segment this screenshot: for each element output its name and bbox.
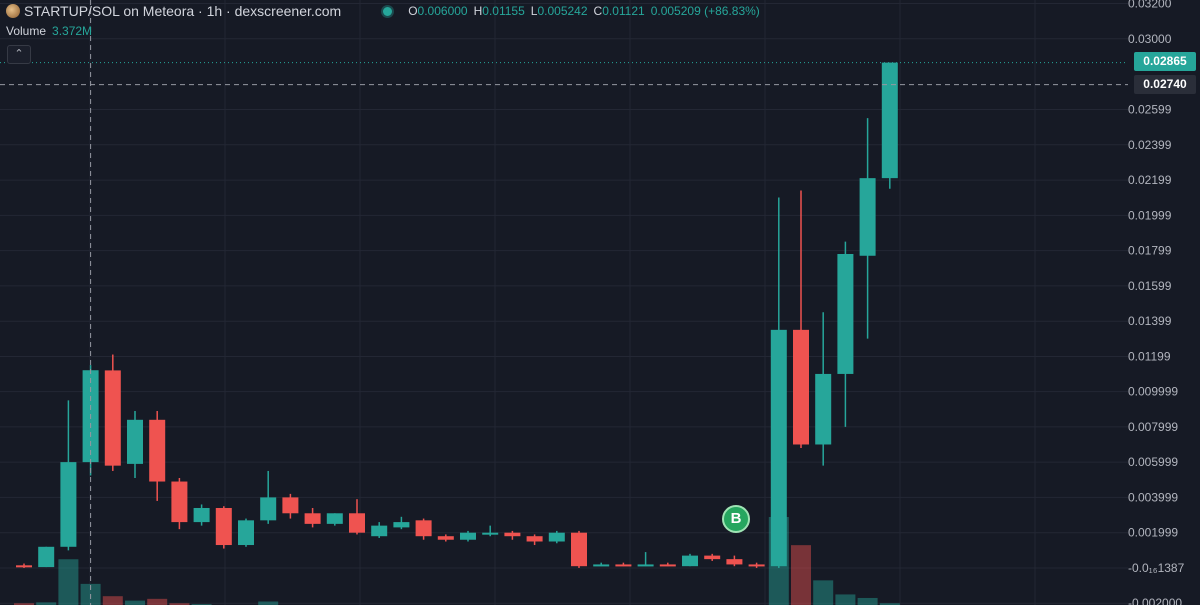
volume-bar bbox=[857, 597, 878, 605]
candle-body bbox=[38, 546, 55, 568]
crosshair-price-tag: 0.02740 bbox=[1134, 75, 1196, 94]
price-tick-label: 0.02399 bbox=[1128, 138, 1172, 152]
candle-body bbox=[371, 525, 388, 537]
price-tick-label: 0.02199 bbox=[1128, 173, 1172, 187]
volume-bar bbox=[14, 603, 34, 605]
price-tick-label: 0.03200 bbox=[1128, 0, 1172, 11]
volume-bar bbox=[147, 598, 168, 605]
candle-body bbox=[770, 329, 787, 567]
ohlc-values: O0.006000 H0.01155 L0.005242 C0.01121 0.… bbox=[408, 4, 760, 18]
token-icon bbox=[6, 4, 20, 18]
candle-body bbox=[304, 513, 321, 524]
chevron-up-icon: ⌃ bbox=[14, 48, 24, 60]
price-axis: 0.03200 0.03000 0.02599 0.02399 0.02199 0.019… bbox=[1128, 0, 1185, 605]
buy-marker[interactable]: B bbox=[722, 505, 750, 533]
candle-body bbox=[349, 513, 365, 533]
close-value: 0.01121 bbox=[602, 4, 645, 18]
candle-body bbox=[837, 253, 854, 374]
open-key: O bbox=[408, 4, 418, 18]
candle-body bbox=[526, 536, 543, 542]
collapse-legend-button[interactable]: ⌃ bbox=[7, 45, 31, 64]
volume-bar bbox=[169, 603, 190, 605]
price-tick-label: -0.0₁₆1387 bbox=[1128, 561, 1185, 575]
candle-body bbox=[748, 564, 765, 567]
open-value: 0.006000 bbox=[417, 4, 468, 18]
candle-body bbox=[726, 559, 743, 565]
volume-legend: Volume 3.372M bbox=[6, 22, 92, 40]
candle-body bbox=[815, 373, 832, 445]
candle-body bbox=[704, 555, 721, 560]
candle-body bbox=[482, 532, 499, 535]
last-price-tag: 0.02865 bbox=[1134, 52, 1196, 71]
volume-bar bbox=[102, 596, 123, 605]
chart-legend: STARTUP/SOL on Meteora · 1h · dexscreene… bbox=[6, 1, 760, 21]
price-tick-label: 0.02599 bbox=[1128, 103, 1172, 117]
candle-body bbox=[437, 536, 454, 540]
candle-body bbox=[127, 419, 143, 464]
candle-body bbox=[659, 564, 676, 567]
price-tick-label: 0.005999 bbox=[1128, 455, 1178, 469]
low-key: L bbox=[530, 4, 538, 18]
candle-body bbox=[193, 507, 210, 523]
volume-bar bbox=[258, 601, 279, 605]
close-key: C bbox=[593, 4, 603, 18]
candle-body bbox=[859, 178, 876, 256]
volume-bar bbox=[879, 603, 900, 605]
candle-body bbox=[260, 497, 277, 521]
candle-body bbox=[637, 564, 654, 567]
candle-body bbox=[16, 565, 32, 568]
crosshair bbox=[0, 0, 1128, 605]
live-status-dot bbox=[383, 6, 393, 16]
price-tick-label: 0.009999 bbox=[1128, 385, 1178, 399]
candle-body bbox=[149, 419, 166, 482]
price-tick-label: 0.01399 bbox=[1128, 314, 1172, 328]
price-tick-label: 0.007999 bbox=[1128, 420, 1178, 434]
volume-bar bbox=[813, 580, 834, 605]
candle-body bbox=[104, 370, 121, 466]
volume-label: Volume bbox=[6, 24, 47, 38]
candle-body bbox=[326, 513, 343, 524]
volume-bar bbox=[125, 600, 145, 605]
price-tick-label: 0.001999 bbox=[1128, 526, 1178, 540]
candle-body bbox=[460, 532, 476, 540]
candle-body bbox=[171, 481, 188, 523]
volume-bar bbox=[835, 594, 856, 605]
grid-lines bbox=[0, 0, 1128, 605]
candle-body bbox=[393, 522, 410, 528]
price-tick-label: 0.01799 bbox=[1128, 244, 1172, 258]
candle-body bbox=[793, 329, 809, 445]
candle-body bbox=[415, 520, 432, 537]
low-value: 0.005242 bbox=[537, 4, 588, 18]
price-tick-label: 0.01199 bbox=[1128, 349, 1171, 363]
candle-body bbox=[881, 62, 898, 179]
candle-body bbox=[215, 507, 232, 546]
volume-bar bbox=[791, 545, 811, 605]
price-tick-label: 0.01999 bbox=[1128, 208, 1172, 222]
high-key: H bbox=[473, 4, 483, 18]
candle-body bbox=[615, 564, 632, 567]
volume-bar bbox=[58, 559, 79, 605]
price-tick-label: 0.03000 bbox=[1128, 32, 1172, 46]
candle-body bbox=[282, 497, 299, 514]
candle-body bbox=[593, 564, 610, 567]
price-tick-label: -0.002000 bbox=[1128, 596, 1182, 605]
price-tick-label: 0.01599 bbox=[1128, 279, 1172, 293]
candle-body bbox=[504, 532, 521, 537]
candles bbox=[16, 62, 898, 568]
volume-bars bbox=[14, 517, 900, 605]
high-value: 0.01155 bbox=[482, 4, 525, 18]
candle-body bbox=[548, 532, 565, 542]
volume-value: 3.372M bbox=[52, 24, 93, 38]
volume-bar bbox=[36, 602, 57, 605]
chart-title: STARTUP/SOL on Meteora · 1h · dexscreene… bbox=[24, 3, 342, 19]
change-value: 0.005209 (+86.83%) bbox=[650, 4, 760, 18]
candle-body bbox=[682, 555, 698, 567]
price-tick-label: 0.003999 bbox=[1128, 490, 1178, 504]
candle-body bbox=[571, 532, 587, 567]
candle-body bbox=[238, 520, 254, 546]
candle-body bbox=[60, 462, 77, 547]
